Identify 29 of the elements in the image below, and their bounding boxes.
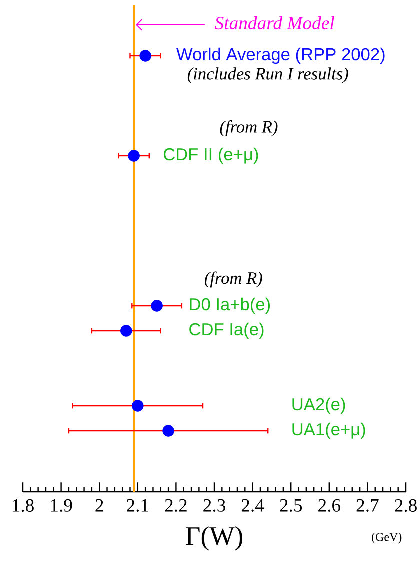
point bbox=[140, 50, 152, 62]
x-tick-label: 2.3 bbox=[204, 499, 226, 512]
text: (GeV) bbox=[372, 532, 402, 544]
annotation: (from R) bbox=[220, 120, 278, 136]
x-tick-label: 2.6 bbox=[318, 499, 341, 512]
point bbox=[128, 150, 140, 162]
y-tick-label: UA2(e) bbox=[292, 398, 346, 414]
point bbox=[162, 425, 174, 437]
x-tick-label: 1.9 bbox=[51, 499, 72, 512]
x-tick-label: 2.5 bbox=[280, 499, 302, 512]
x-tick-label: 2.7 bbox=[356, 499, 379, 512]
y-tick-label: CDF II (e+μ) bbox=[164, 148, 258, 164]
x-tick-label: 2.2 bbox=[165, 499, 187, 512]
x-tick-label: 2.4 bbox=[242, 499, 264, 512]
annotation: (from R) bbox=[204, 272, 262, 288]
point bbox=[151, 300, 163, 312]
x-tick-label: 2.1 bbox=[127, 499, 148, 512]
x-tick-label: 2.8 bbox=[395, 499, 417, 512]
ref-line-label: Standard Model bbox=[214, 16, 334, 30]
point bbox=[120, 325, 132, 337]
annotation: (includes Run I results) bbox=[188, 68, 348, 84]
x-axis-title: Γ(W) bbox=[186, 526, 243, 551]
x-tick-label: 1.8 bbox=[12, 499, 34, 512]
y-tick-label: CDF Ia(e) bbox=[190, 322, 264, 340]
y-tick-label: D0 Ia+b(e) bbox=[190, 298, 270, 314]
y-tick-label: UA1(e+μ) bbox=[292, 422, 366, 440]
point bbox=[132, 400, 144, 412]
y-tick-label: World Average (RPP 2002) bbox=[176, 48, 385, 64]
x-tick-label: 2 bbox=[96, 499, 104, 512]
